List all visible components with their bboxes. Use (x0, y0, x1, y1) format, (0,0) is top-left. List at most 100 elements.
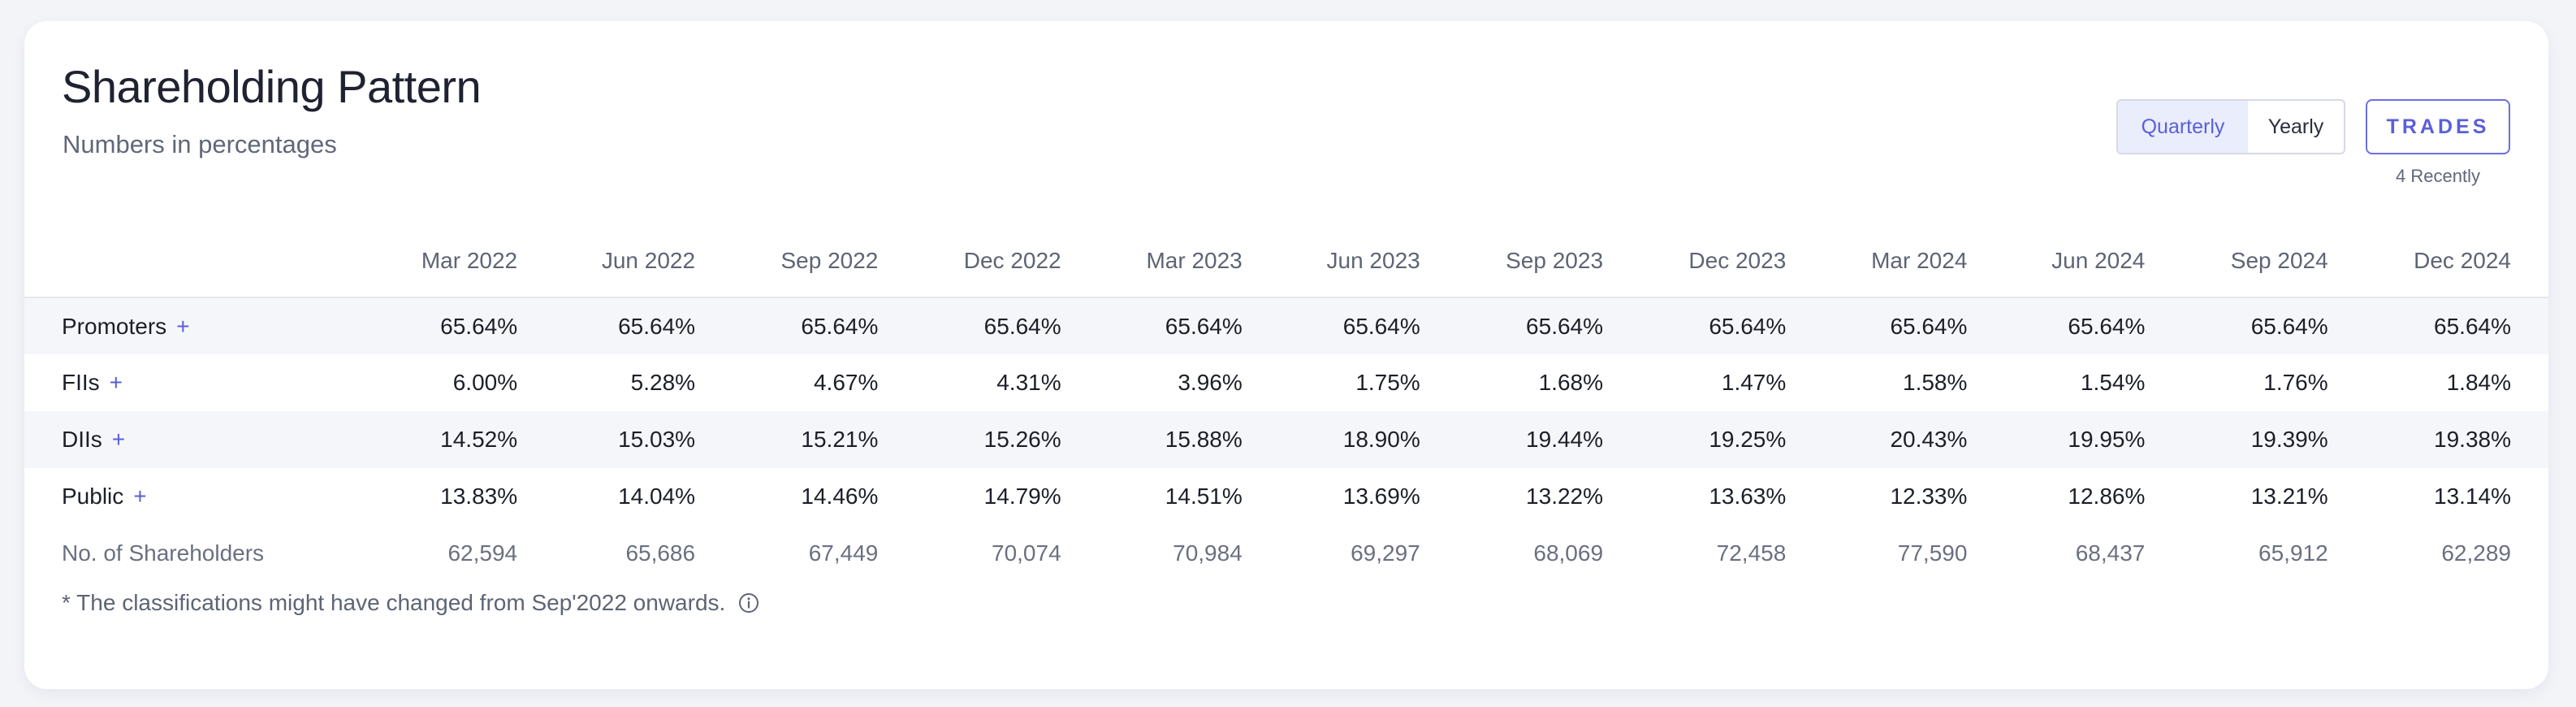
table-cell: 72,458 (1716, 540, 1787, 566)
column-header: Dec 2023 (1640, 224, 1824, 298)
page-subtitle: Numbers in percentages (63, 130, 337, 158)
row-label-cell: Promoters + (24, 297, 374, 354)
table-cell: 1.47% (1721, 370, 1787, 395)
table-cell: 65.64% (1279, 297, 1458, 354)
table-cell: 14.79% (983, 484, 1061, 509)
table-cell: 65,686 (625, 540, 696, 566)
table-cell: 18.90% (1279, 411, 1458, 468)
table-cell: 4.67% (813, 370, 879, 395)
table-cell: 1.76% (2263, 370, 2328, 395)
table-cell: 15.26% (915, 411, 1099, 468)
table-cell: 1.68% (1538, 370, 1604, 395)
table-row: No. of Shareholders 62,594 65,686 67,449 70,… (24, 525, 2548, 582)
row-label[interactable]: DIIs (62, 427, 102, 452)
table-cell: 1.84% (2446, 370, 2511, 395)
table-cell: 12.33% (1890, 484, 1968, 509)
table-cell: 65.64% (555, 297, 733, 354)
table-cell: 69,297 (1351, 540, 1420, 566)
table-cell: 65.64% (915, 297, 1099, 354)
column-header: Mar 2023 (1098, 224, 1280, 298)
table-row[interactable]: Promoters +65.64% 65.64% 65.64% 65.64% 65.64%… (24, 297, 2548, 354)
table-cell: 70,984 (1173, 540, 1243, 566)
trades-note: 4 Recently (2396, 166, 2480, 186)
table-cell: 14.04% (618, 484, 696, 509)
table-cell: 14.51% (1165, 484, 1243, 509)
shareholding-card: Shareholding Pattern Numbers in percenta… (24, 21, 2548, 689)
table-cell: 13.69% (1342, 484, 1420, 509)
column-header: Mar 2024 (1823, 224, 2005, 298)
table-cell: 65.64% (2004, 297, 2183, 354)
table-cell: 77,590 (1897, 540, 1968, 566)
table-cell: 65.64% (1823, 297, 2005, 354)
table-cell: 19.38% (2365, 411, 2548, 468)
column-header: Mar 2022 (374, 224, 555, 298)
table-cell: 20.43% (1823, 411, 2005, 468)
row-label-cell: No. of Shareholders (24, 525, 374, 582)
table-cell: 19.95% (2004, 411, 2183, 468)
column-header: Jun 2024 (2004, 224, 2183, 298)
quarterly-option[interactable]: Quarterly (2118, 101, 2248, 153)
row-label[interactable]: FIIs (62, 370, 100, 395)
table-cell: 67,449 (808, 540, 879, 566)
column-header: Jun 2023 (1279, 224, 1458, 298)
table-cell: 4.31% (996, 370, 1061, 395)
expand-plus-icon[interactable]: + (176, 313, 190, 339)
table-cell: 65.64% (374, 297, 555, 354)
table-cell: 65,912 (2258, 540, 2328, 566)
table-cell: 14.46% (801, 484, 879, 509)
table-cell: 1.54% (2080, 370, 2146, 395)
table-cell: 13.63% (1709, 484, 1787, 509)
column-header: Dec 2024 (2365, 224, 2548, 298)
table-cell: 13.22% (1526, 484, 1604, 509)
table-cell: 65.64% (2365, 297, 2548, 354)
column-header: Dec 2022 (915, 224, 1099, 298)
table-cell: 62,289 (2441, 540, 2511, 566)
column-header: Jun 2022 (555, 224, 733, 298)
table-cell: 13.14% (2434, 484, 2511, 509)
row-label[interactable]: Promoters (62, 313, 167, 339)
period-toggle: Quarterly Yearly (2116, 99, 2345, 154)
expand-plus-icon[interactable]: + (109, 370, 123, 395)
footnote-text: * The classifications might have changed… (62, 590, 726, 615)
footnote: * The classifications might have changed… (62, 590, 759, 616)
table-row[interactable]: DIIs +14.52% 15.03% 15.21% 15.26% 15.88% 18.90… (24, 411, 2548, 468)
table-cell: 15.21% (733, 411, 916, 468)
table-cell: 19.25% (1640, 411, 1824, 468)
table-cell: 13.21% (2250, 484, 2328, 509)
column-header: Sep 2024 (2182, 224, 2366, 298)
table-cell: 68,437 (2075, 540, 2146, 566)
table-cell: 62,594 (447, 540, 518, 566)
table-cell: 14.52% (374, 411, 555, 468)
table-cell: 13.83% (440, 484, 518, 509)
table-row[interactable]: FIIs +6.00% 5.28% 4.67% 4.31% 3.96% 1.75% 1.68%… (24, 354, 2548, 411)
table-cell: 5.28% (630, 370, 696, 395)
header-label-cell (24, 224, 374, 298)
row-label-cell: Public + (24, 468, 374, 525)
row-label[interactable]: Public (62, 484, 124, 509)
row-label: No. of Shareholders (62, 540, 265, 566)
table-cell: 15.03% (555, 411, 733, 468)
table-cell: 6.00% (452, 370, 518, 395)
table-cell: 65.64% (2182, 297, 2366, 354)
column-header: Sep 2023 (1457, 224, 1641, 298)
expand-plus-icon[interactable]: + (133, 484, 147, 509)
table-cell: 65.64% (1098, 297, 1280, 354)
table-row[interactable]: Public +13.83% 14.04% 14.46% 14.79% 14.51% 13.… (24, 468, 2548, 525)
info-icon[interactable] (738, 592, 759, 614)
expand-plus-icon[interactable]: + (111, 427, 126, 452)
row-label-cell: FIIs + (24, 354, 374, 411)
shareholding-table: Mar 2022 Jun 2022 Sep 2022 Dec 2022 Mar 2023… (24, 224, 2548, 582)
page-title: Shareholding Pattern (62, 61, 482, 112)
trades-button[interactable]: TRADES (2366, 99, 2510, 154)
table-cell: 1.75% (1355, 370, 1420, 395)
table-cell: 3.96% (1178, 370, 1243, 395)
table-cell: 65.64% (1457, 297, 1641, 354)
header-row: Mar 2022 Jun 2022 Sep 2022 Dec 2022 Mar 2023… (24, 224, 2548, 298)
row-label-cell: DIIs + (24, 411, 374, 468)
column-header: Sep 2022 (733, 224, 916, 298)
table-cell: 12.86% (2068, 484, 2146, 509)
table-cell: 65.64% (733, 297, 916, 354)
table-cell: 15.88% (1098, 411, 1280, 468)
yearly-option[interactable]: Yearly (2267, 115, 2324, 138)
table-cell: 65.64% (1640, 297, 1824, 354)
